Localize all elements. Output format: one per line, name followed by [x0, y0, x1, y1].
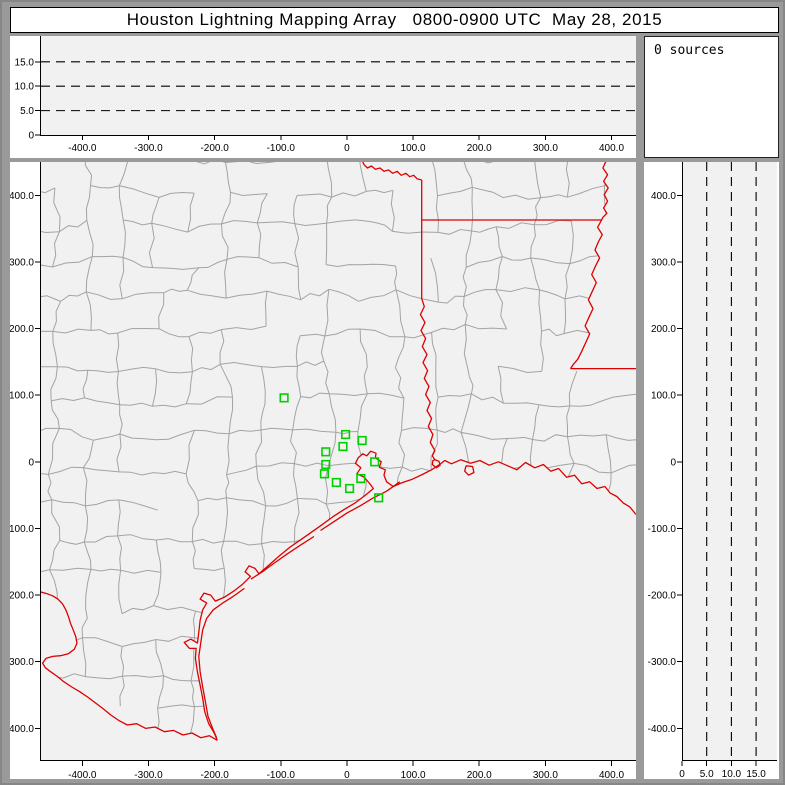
plan-view-map-plot: 400.0 300.0 200.0 100.0 0 -100.0 -200.0 -300.0 -…	[10, 162, 636, 779]
y-tick-label: 300.0	[10, 257, 34, 268]
barrier-island	[198, 587, 245, 738]
alt-tick-label: 0	[28, 131, 34, 142]
y-tick-label: 400.0	[651, 191, 676, 202]
barrier-island	[320, 481, 401, 532]
x-tick-label: -400.0	[68, 143, 97, 154]
altitude-vs-ew-panel[interactable]: 0 5.0 10.0 15.0 -400.0 -300.0 -200.0 -100.0 0 100…	[10, 36, 636, 158]
x-tick-label: -300.0	[134, 770, 163, 779]
sabine-river	[419, 298, 436, 461]
y-tick-label: 0	[28, 457, 34, 468]
y-tick-label: -200.0	[648, 591, 677, 602]
coastal-lake	[464, 465, 475, 476]
y-tick-label: -200.0	[10, 591, 34, 602]
alt-tick-label: 5.0	[20, 106, 34, 117]
x-tick-label: -200.0	[200, 770, 229, 779]
y-tick-label: -300.0	[10, 657, 34, 668]
sources-count-panel: 0 sources	[644, 36, 779, 158]
station-markers	[279, 393, 384, 503]
x-tick-label: 100.0	[401, 770, 426, 779]
x-tick-label: -400.0	[68, 770, 97, 779]
y-tick-label: -300.0	[648, 657, 677, 668]
lma-station-marker	[357, 435, 367, 446]
sources-count-text: 0 sources	[654, 43, 725, 58]
x-tick-label: -200.0	[200, 143, 229, 154]
lma-station-marker	[319, 469, 330, 479]
y-tick-label: -400.0	[10, 724, 34, 735]
y-tick-label: 400.0	[10, 191, 34, 202]
x-tick-label: 200.0	[467, 143, 492, 154]
gulf-mexico-mask	[40, 451, 636, 761]
x-tick-label: 400.0	[599, 143, 624, 154]
alt-ew-plot-area[interactable]	[40, 36, 636, 135]
lma-station-marker	[356, 473, 366, 484]
lma-station-marker	[321, 459, 331, 470]
rio-grande	[40, 591, 218, 741]
y-tick-label: 100.0	[10, 391, 34, 402]
east-of-mississippi-mask	[570, 162, 636, 369]
alt-tick-label: 10.0	[15, 82, 35, 93]
lma-station-marker	[321, 447, 331, 457]
alt-tick-label: 0	[679, 769, 685, 779]
x-tick-label: -300.0	[134, 143, 163, 154]
lma-station-marker	[338, 441, 348, 452]
y-tick-label: -100.0	[10, 524, 34, 535]
coastline	[183, 450, 636, 741]
alt-tick-label: 15.0	[746, 769, 766, 779]
x-tick-label: 0	[344, 770, 350, 779]
page-title: Houston Lightning Mapping Array 0800-090…	[126, 10, 663, 29]
altitude-vs-ns-plot: 400.0 300.0 200.0 100.0 0 -100.0 -200.0 -300.0 -…	[648, 162, 777, 779]
lma-station-marker	[344, 483, 355, 494]
state-borders	[40, 162, 636, 741]
x-tick-label: -100.0	[267, 770, 296, 779]
alt-tick-label: 10.0	[722, 769, 742, 779]
title-bar: Houston Lightning Mapping Array 0800-090…	[10, 7, 779, 33]
lma-station-marker	[331, 477, 341, 488]
mississippi-river	[569, 162, 609, 369]
lma-station-marker	[374, 493, 384, 503]
lma-station-marker	[341, 429, 351, 440]
y-tick-label: 100.0	[651, 391, 676, 402]
x-tick-label: 400.0	[599, 770, 624, 779]
coastal-lake	[431, 459, 441, 469]
x-tick-label: 300.0	[533, 143, 558, 154]
x-tick-label: 0	[344, 143, 350, 154]
lma-station-marker	[370, 457, 380, 467]
y-tick-label: -100.0	[648, 524, 677, 535]
plan-view-map-panel[interactable]: 400.0 300.0 200.0 100.0 0 -100.0 -200.0 -300.0 -…	[10, 162, 636, 779]
red-river	[362, 162, 422, 181]
y-tick-label: 200.0	[10, 324, 34, 335]
y-tick-label: 200.0	[651, 324, 676, 335]
y-tick-label: -400.0	[648, 724, 677, 735]
x-tick-label: 100.0	[401, 143, 426, 154]
map-layers	[40, 162, 636, 761]
barrier-island	[250, 535, 315, 580]
altitude-vs-ew-plot: 0 5.0 10.0 15.0 -400.0 -300.0 -200.0 -100.0 0 100…	[15, 36, 636, 154]
lma-station-marker	[279, 393, 289, 403]
x-tick-label: 300.0	[533, 770, 558, 779]
y-tick-label: 300.0	[651, 257, 676, 268]
alt-tick-label: 15.0	[15, 57, 35, 68]
alt-ns-plot-area[interactable]	[682, 162, 777, 761]
alt-tick-label: 5.0	[700, 769, 714, 779]
y-tick-label: 0	[670, 457, 676, 468]
altitude-vs-ns-panel[interactable]: 400.0 300.0 200.0 100.0 0 -100.0 -200.0 -300.0 -…	[644, 162, 779, 779]
x-tick-label: 200.0	[467, 770, 492, 779]
x-tick-label: -100.0	[267, 143, 296, 154]
